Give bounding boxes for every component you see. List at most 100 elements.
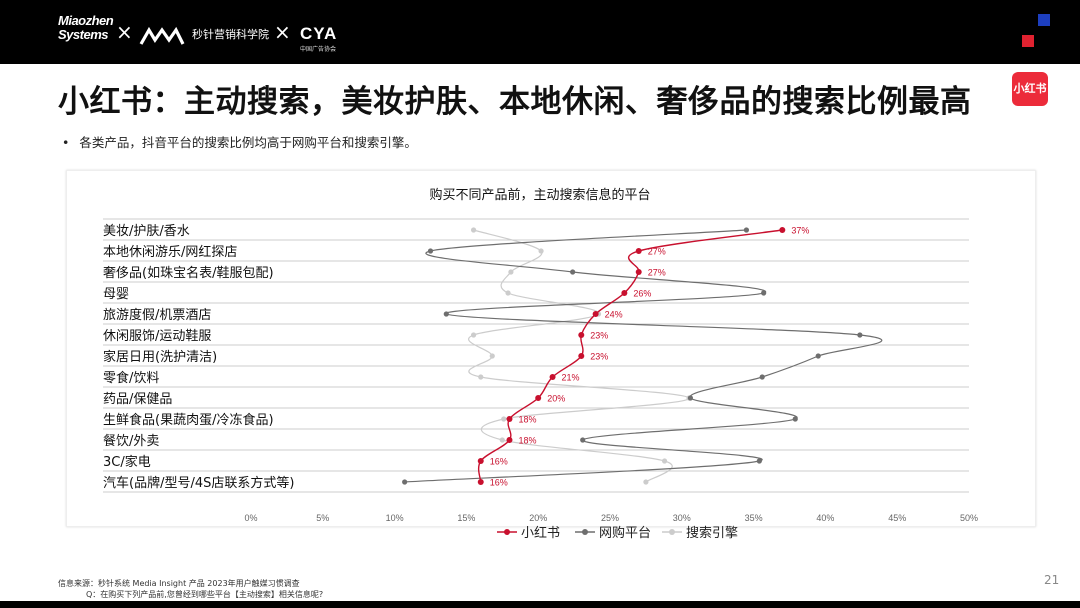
- miaozhen-logo: Miaozhen Systems: [58, 13, 114, 42]
- data-point: [635, 248, 642, 254]
- decor-blue-square: [1038, 14, 1050, 26]
- x-tick-label: 30%: [673, 513, 691, 523]
- mm-logo-icon: [139, 26, 185, 45]
- data-point: [815, 353, 821, 359]
- data-point: [743, 227, 750, 233]
- data-point: [761, 290, 767, 296]
- data-point: [506, 416, 513, 422]
- data-point: [478, 374, 484, 380]
- x-tick-label: 50%: [960, 513, 978, 523]
- bullet-dot-icon: •: [62, 135, 70, 150]
- data-point: [505, 290, 511, 296]
- data-point: [499, 437, 505, 443]
- data-point: [535, 395, 542, 401]
- x-tick-label: 25%: [601, 513, 619, 523]
- decor-red-square: [1022, 35, 1034, 47]
- bottom-rule: [0, 601, 1080, 608]
- data-point: [549, 374, 556, 380]
- category-label: 汽车(品牌/型号/4S店联系方式等): [103, 475, 294, 491]
- data-point: [578, 332, 585, 338]
- x-tick-label: 45%: [888, 513, 906, 523]
- bullet-text: 各类产品，抖音平台的搜索比例均高于网购平台和搜索引擎。: [79, 135, 417, 150]
- data-point: [687, 395, 694, 401]
- category-label: 休闲服饰/运动鞋服: [103, 328, 211, 344]
- data-point: [402, 479, 408, 485]
- cya-logo-subtext: 中国广告协会: [300, 47, 337, 53]
- data-label: 21%: [562, 373, 580, 383]
- data-label: 23%: [590, 331, 608, 341]
- data-label: 37%: [791, 226, 809, 236]
- page-title: 小红书：主动搜索，美妆护肤、本地休闲、奢侈品的搜索比例最高: [58, 84, 972, 120]
- legend-label: 网购平台: [599, 525, 651, 541]
- data-point: [508, 269, 514, 275]
- category-label: 美妆/护肤/香水: [103, 224, 190, 239]
- category-label: 旅游度假/机票酒店: [103, 307, 211, 323]
- question-note: Q：在购买下列产品前,您曾经到哪些平台【主动搜索】相关信息呢?: [86, 590, 324, 599]
- data-point: [570, 269, 576, 275]
- category-label: 母婴: [103, 287, 129, 302]
- data-point: [443, 311, 449, 317]
- x-tick-label: 20%: [529, 513, 547, 523]
- data-label: 27%: [648, 247, 666, 257]
- data-point: [427, 248, 434, 254]
- data-point: [779, 227, 786, 233]
- legend-marker: [504, 529, 510, 535]
- data-point: [470, 227, 477, 233]
- page-number: 21: [1044, 573, 1060, 587]
- data-point: [792, 416, 798, 422]
- data-point: [506, 437, 513, 443]
- data-point: [857, 332, 863, 338]
- category-label: 家居日用(洗护清洁): [103, 349, 217, 365]
- separator-x-2: ×: [274, 20, 291, 44]
- x-tick-label: 35%: [745, 513, 763, 523]
- bullet-point: • 各类产品，抖音平台的搜索比例均高于网购平台和搜索引擎。: [62, 132, 417, 151]
- x-tick-label: 40%: [816, 513, 834, 523]
- data-point: [756, 458, 762, 464]
- data-point: [580, 437, 586, 443]
- x-tick-label: 10%: [386, 513, 404, 523]
- x-tick-label: 15%: [457, 513, 475, 523]
- data-point: [759, 374, 765, 380]
- xiaohongshu-logo: 小红书: [1012, 72, 1048, 106]
- data-point: [501, 416, 507, 422]
- cya-logo: CYA: [300, 24, 338, 43]
- data-label: 27%: [648, 268, 666, 278]
- data-label: 24%: [605, 310, 623, 320]
- category-label: 生鲜食品(果蔬肉蛋/冷冻食品): [103, 412, 274, 428]
- data-label: 16%: [490, 457, 508, 467]
- legend-label: 小红书: [521, 525, 560, 541]
- chart-panel: [66, 170, 1036, 527]
- data-label: 16%: [490, 478, 508, 488]
- chart-title: 购买不同产品前，主动搜索信息的平台: [429, 188, 651, 203]
- footer-notes: 信息来源：秒针系统 Media Insight 产品 2023年用户触媒习惯调查…: [58, 578, 323, 600]
- data-label: 18%: [518, 436, 536, 446]
- data-point: [592, 311, 599, 317]
- miaozhen-academy-name: 秒针营销科学院: [192, 29, 269, 41]
- category-label: 药品/保健品: [103, 392, 172, 407]
- legend-marker: [669, 529, 675, 535]
- data-label: 23%: [590, 352, 608, 362]
- separator-x-1: ×: [116, 20, 133, 44]
- x-tick-label: 5%: [316, 513, 329, 523]
- data-point: [643, 479, 649, 485]
- data-point: [538, 248, 544, 254]
- header-bar: Miaozhen Systems × 秒针营销科学院 × CYA 中国广告协会: [0, 0, 1080, 64]
- data-label: 18%: [518, 415, 536, 425]
- x-tick-label: 0%: [244, 513, 257, 523]
- series-line: [404, 229, 883, 483]
- category-label: 奢侈品(如珠宝名表/鞋服包配): [103, 265, 274, 281]
- source-note: 信息来源：秒针系统 Media Insight 产品 2023年用户触媒习惯调查: [58, 579, 300, 588]
- category-label: 本地休闲游乐/网红探店: [103, 244, 237, 260]
- data-point: [477, 479, 484, 485]
- data-label: 20%: [547, 394, 565, 404]
- category-label: 3C/家电: [103, 454, 151, 470]
- data-point: [470, 332, 477, 338]
- data-point: [661, 458, 668, 464]
- category-label: 零食/饮料: [103, 370, 159, 386]
- data-point: [621, 290, 628, 296]
- category-label: 餐饮/外卖: [103, 433, 159, 449]
- legend-marker: [582, 529, 588, 535]
- legend-label: 搜索引擎: [686, 526, 738, 541]
- data-point: [635, 269, 642, 275]
